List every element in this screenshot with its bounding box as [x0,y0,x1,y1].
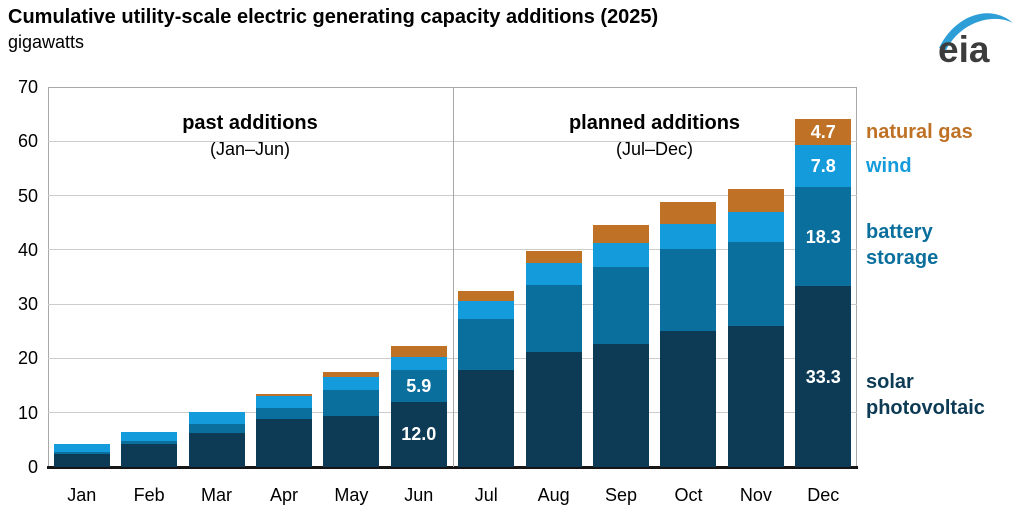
bar-segment-may-natural-gas [323,372,380,378]
bar-segment-feb-wind [121,432,178,442]
bar-segment-sep-solar-photovoltaic [593,344,650,467]
x-tick-nov: Nov [739,485,772,505]
y-tick-70: 70 [17,77,38,97]
x-tick-jan: Jan [67,485,97,505]
bar-value-dec-solar-photovoltaic: 33.3 [805,366,841,387]
bar-segment-jun-natural-gas [390,346,447,357]
bar-segment-feb-solar-photovoltaic [121,443,178,467]
units-label: gigawatts [8,32,85,52]
y-tick-30: 30 [17,294,38,315]
x-tick-oct: Oct [674,485,703,505]
legend-label-line: wind [866,154,912,177]
bar-segment-oct-battery-storage [660,248,717,332]
eia-logo: eia [936,6,1016,70]
x-tick-may: May [334,485,369,505]
bar-segment-sep-natural-gas [593,225,650,244]
bar-segment-dec-battery-storage [795,186,852,287]
bar-segment-may-solar-photovoltaic [323,415,380,467]
x-tick-jul: Jul [474,485,498,505]
bar-value-jun-battery-storage: 5.9 [406,375,432,396]
legend-label-line: solar [866,370,914,393]
x-tick-feb: Feb [133,485,165,505]
legend-label-line: photovoltaic [866,396,985,419]
bar-segment-nov-solar-photovoltaic [727,325,784,467]
past-additions-title: past additions [182,112,318,134]
bar-segment-jun-battery-storage [390,369,447,402]
eia-swoosh-icon: eia [938,13,1013,70]
planned-additions-title: planned additions [568,112,741,134]
past-additions-range: (Jan–Jun) [209,139,291,159]
annotation-planned-additions: planned additions (Jul–Dec) [452,112,857,160]
x-tick-sep: Sep [605,485,638,505]
bar-segment-may-battery-storage [323,389,380,416]
bar-segment-aug-solar-photovoltaic [525,352,582,467]
x-tick-mar: Mar [201,485,233,505]
planned-additions-range: (Jul–Dec) [615,139,694,159]
bar-segment-dec-natural-gas [795,119,852,145]
y-tick-50: 50 [17,185,38,206]
bar-segment-dec-solar-photovoltaic [795,286,852,467]
bar-segment-jan-wind [53,443,110,453]
x-axis [47,466,858,469]
bar-segment-apr-solar-photovoltaic [255,419,312,467]
bar-segment-jan-solar-photovoltaic [53,453,110,467]
bar-segment-jul-solar-photovoltaic [458,370,515,467]
bar-segment-jun-wind [390,356,447,370]
x-tick-jun: Jun [404,485,434,505]
bar-segment-jul-natural-gas [458,290,515,302]
bar-segment-sep-wind [593,243,650,268]
bar-segment-nov-battery-storage [727,242,784,326]
bar-segment-mar-battery-storage [188,423,245,434]
bar-segment-may-wind [323,377,380,390]
bar-segment-aug-battery-storage [525,285,582,353]
y-tick-10: 10 [17,402,38,423]
bar-segment-jun-solar-photovoltaic [390,401,447,467]
bar-segment-sep-battery-storage [593,267,650,345]
legend-label-line: storage [866,246,939,269]
bar-segment-oct-natural-gas [660,201,717,225]
bar-value-jun-solar-photovoltaic: 12.0 [401,424,437,445]
bar-value-dec-battery-storage: 18.3 [805,226,841,247]
bar-segment-apr-wind [255,396,312,408]
bar-value-dec-wind: 7.8 [810,155,836,176]
bar-segment-mar-wind [188,412,245,424]
legend-item-solar-photovoltaic: solar photovoltaic [866,369,985,421]
bar-value-dec-natural-gas: 4.7 [810,121,836,142]
bar-segment-oct-wind [660,224,717,249]
legend-item-natural-gas: natural gas [866,119,973,145]
bar-segment-nov-natural-gas [727,188,784,212]
bar-segment-jul-wind [458,301,515,319]
bar-segment-dec-wind [795,144,852,187]
x-tick-dec: Dec [807,485,840,505]
y-tick-20: 20 [17,348,38,369]
bar-segment-apr-battery-storage [255,407,312,420]
y-tick-0: 0 [27,457,38,477]
bar-segment-apr-natural-gas [255,394,312,397]
bar-segment-nov-wind [727,211,784,243]
annotation-past-additions: past additions (Jan–Jun) [48,112,452,160]
bar-segment-jan-battery-storage [53,452,110,454]
y-tick-60: 60 [17,131,38,152]
eia-logo-text: eia [938,29,990,68]
legend-item-wind: wind [866,153,912,179]
legend-label-line: battery [866,220,933,243]
bar-segment-mar-solar-photovoltaic [188,433,245,467]
x-tick-aug: Aug [537,485,570,505]
bar-segment-feb-battery-storage [121,441,178,444]
bar-segment-oct-solar-photovoltaic [660,331,717,467]
legend-item-battery-storage: battery storage [866,219,938,271]
bar-segment-jul-battery-storage [458,318,515,371]
y-tick-40: 40 [17,239,38,260]
page-title: Cumulative utility-scale electric genera… [8,6,659,28]
x-tick-apr: Apr [269,485,298,505]
legend-label-line: natural gas [866,120,973,143]
bar-segment-aug-wind [525,262,582,286]
bar-segment-aug-natural-gas [525,251,582,263]
past-planned-divider [452,87,454,467]
